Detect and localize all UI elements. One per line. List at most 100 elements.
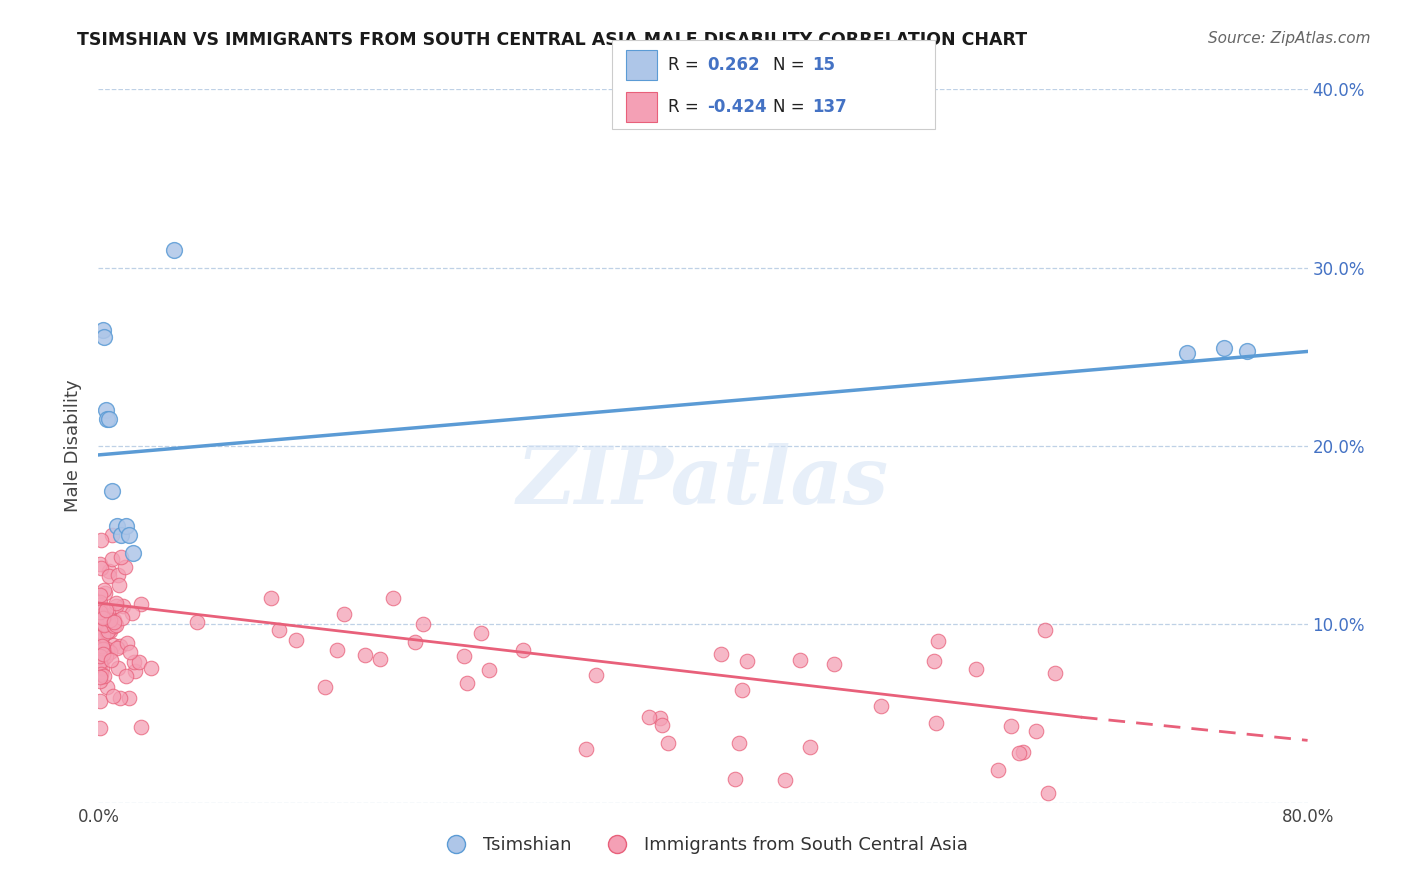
Point <box>97 604 120 618</box>
Point <box>93 607 115 621</box>
Point <box>456 675 478 690</box>
Point <box>710 647 733 661</box>
Point <box>90 665 112 679</box>
Point <box>89 595 111 609</box>
Point <box>122 546 145 560</box>
Point <box>735 654 758 668</box>
Point <box>93 669 115 683</box>
Point <box>103 613 125 627</box>
Point <box>637 710 659 724</box>
Point <box>110 550 132 565</box>
Point <box>89 673 111 688</box>
Point <box>186 615 208 630</box>
Point <box>91 647 114 661</box>
Point <box>89 608 111 623</box>
Point <box>925 715 948 730</box>
Point <box>333 607 356 622</box>
Point <box>163 243 186 257</box>
Point <box>260 591 283 605</box>
Point <box>105 617 128 632</box>
Point <box>89 615 111 629</box>
Point <box>799 739 821 754</box>
Point <box>91 640 114 654</box>
Point <box>103 638 125 652</box>
Point <box>285 633 308 648</box>
Text: 0.262: 0.262 <box>707 56 759 74</box>
Point <box>91 323 114 337</box>
Point <box>382 591 405 606</box>
Point <box>90 533 112 547</box>
Point <box>139 661 162 675</box>
Point <box>90 639 112 653</box>
Text: R =: R = <box>668 56 704 74</box>
Point <box>89 655 111 669</box>
Point <box>98 412 121 426</box>
Point <box>90 605 112 619</box>
Point <box>105 599 128 613</box>
Point <box>91 611 114 625</box>
Point <box>118 645 141 659</box>
Text: Source: ZipAtlas.com: Source: ZipAtlas.com <box>1208 31 1371 46</box>
Point <box>103 619 125 633</box>
Point <box>657 736 679 750</box>
Point <box>108 578 131 592</box>
Point <box>98 569 121 583</box>
Point <box>90 628 112 642</box>
Point <box>922 654 945 668</box>
Point <box>114 669 136 683</box>
Point <box>129 598 152 612</box>
Point <box>512 643 534 657</box>
Point <box>103 615 125 630</box>
Point <box>124 664 146 678</box>
Text: ZIPatlas: ZIPatlas <box>517 443 889 520</box>
Point <box>453 649 475 664</box>
Point <box>869 699 891 714</box>
Point <box>89 558 111 572</box>
Point <box>93 330 115 344</box>
Text: N =: N = <box>773 56 810 74</box>
Point <box>575 742 598 756</box>
Point <box>91 617 114 632</box>
Point <box>89 657 111 672</box>
Point <box>96 412 118 426</box>
Point <box>648 711 671 725</box>
Point <box>98 613 121 627</box>
Point <box>96 611 118 625</box>
Point <box>129 720 152 734</box>
Point <box>90 667 112 681</box>
Point <box>314 680 336 694</box>
Point <box>107 661 129 675</box>
Point <box>89 670 111 684</box>
Point <box>1000 719 1022 733</box>
Point <box>326 643 349 657</box>
Point <box>1175 346 1198 360</box>
Point <box>91 651 114 665</box>
Point <box>107 568 129 582</box>
Point <box>89 608 111 623</box>
Point <box>93 582 115 597</box>
Point <box>118 528 141 542</box>
Point <box>1011 745 1033 759</box>
Point <box>108 690 131 705</box>
Point <box>91 626 114 640</box>
Point <box>97 624 120 639</box>
Text: 137: 137 <box>813 98 848 116</box>
Y-axis label: Male Disability: Male Disability <box>65 380 83 512</box>
Point <box>89 721 111 735</box>
Point <box>111 599 134 614</box>
Point <box>100 528 122 542</box>
Point <box>117 635 139 649</box>
Point <box>823 657 845 671</box>
Point <box>585 668 607 682</box>
Point <box>1043 666 1066 681</box>
Point <box>651 718 673 732</box>
Point <box>1236 344 1258 359</box>
Point <box>96 642 118 657</box>
Point <box>101 551 124 566</box>
Point <box>98 612 121 626</box>
Point <box>128 655 150 669</box>
Point <box>105 596 128 610</box>
Point <box>987 764 1010 778</box>
Point <box>91 610 114 624</box>
Point <box>91 607 114 621</box>
